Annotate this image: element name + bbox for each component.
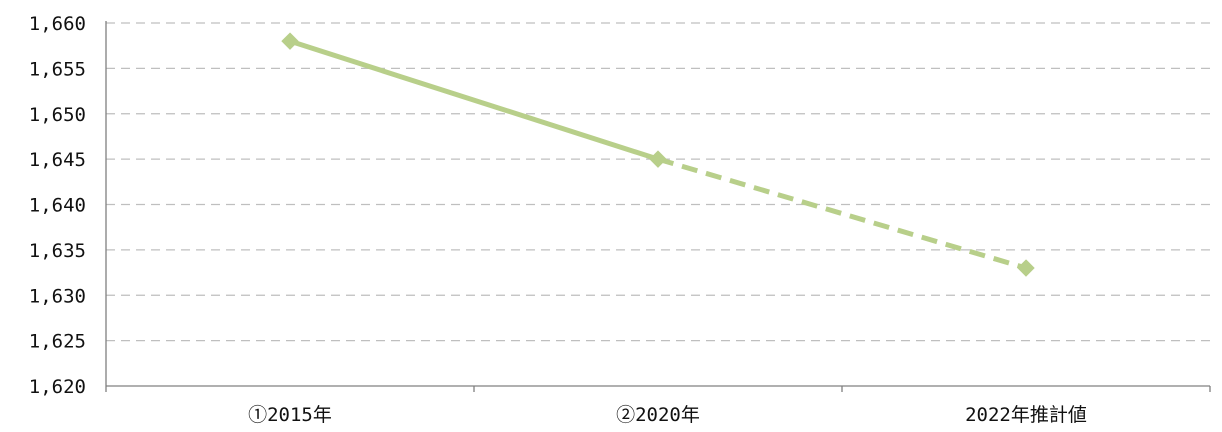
y-tick-label: 1,645 [29, 149, 86, 171]
y-tick-label: 1,650 [29, 104, 86, 126]
x-tick-label: ②2020年 [616, 404, 700, 426]
x-tick-label: ①2015年 [248, 404, 332, 426]
y-tick-label: 1,620 [29, 376, 86, 398]
axes [105, 21, 1211, 392]
data-point-marker [281, 32, 299, 50]
x-tick-label: 2022年推計値 [965, 404, 1087, 426]
series-markers [281, 32, 1035, 277]
series-lines [289, 38, 1027, 271]
series-segment-solid [289, 38, 659, 162]
y-tick-label: 1,625 [29, 331, 86, 353]
y-tick-label: 1,640 [29, 195, 86, 217]
data-point-marker [649, 150, 667, 168]
data-point-marker [1017, 259, 1035, 277]
y-tick-labels: 1,620 1,625 1,630 1,635 1,640 1,645 1,650 1,655… [29, 13, 86, 398]
y-tick-label: 1,655 [29, 58, 86, 80]
x-tick-labels: ①2015年 ②2020年 2022年推計値 [248, 404, 1087, 426]
y-tick-label: 1,660 [29, 13, 86, 35]
series-segment-dashed [657, 156, 1027, 271]
gridlines [106, 22, 1210, 342]
y-tick-label: 1,630 [29, 285, 86, 307]
y-tick-label: 1,635 [29, 240, 86, 262]
